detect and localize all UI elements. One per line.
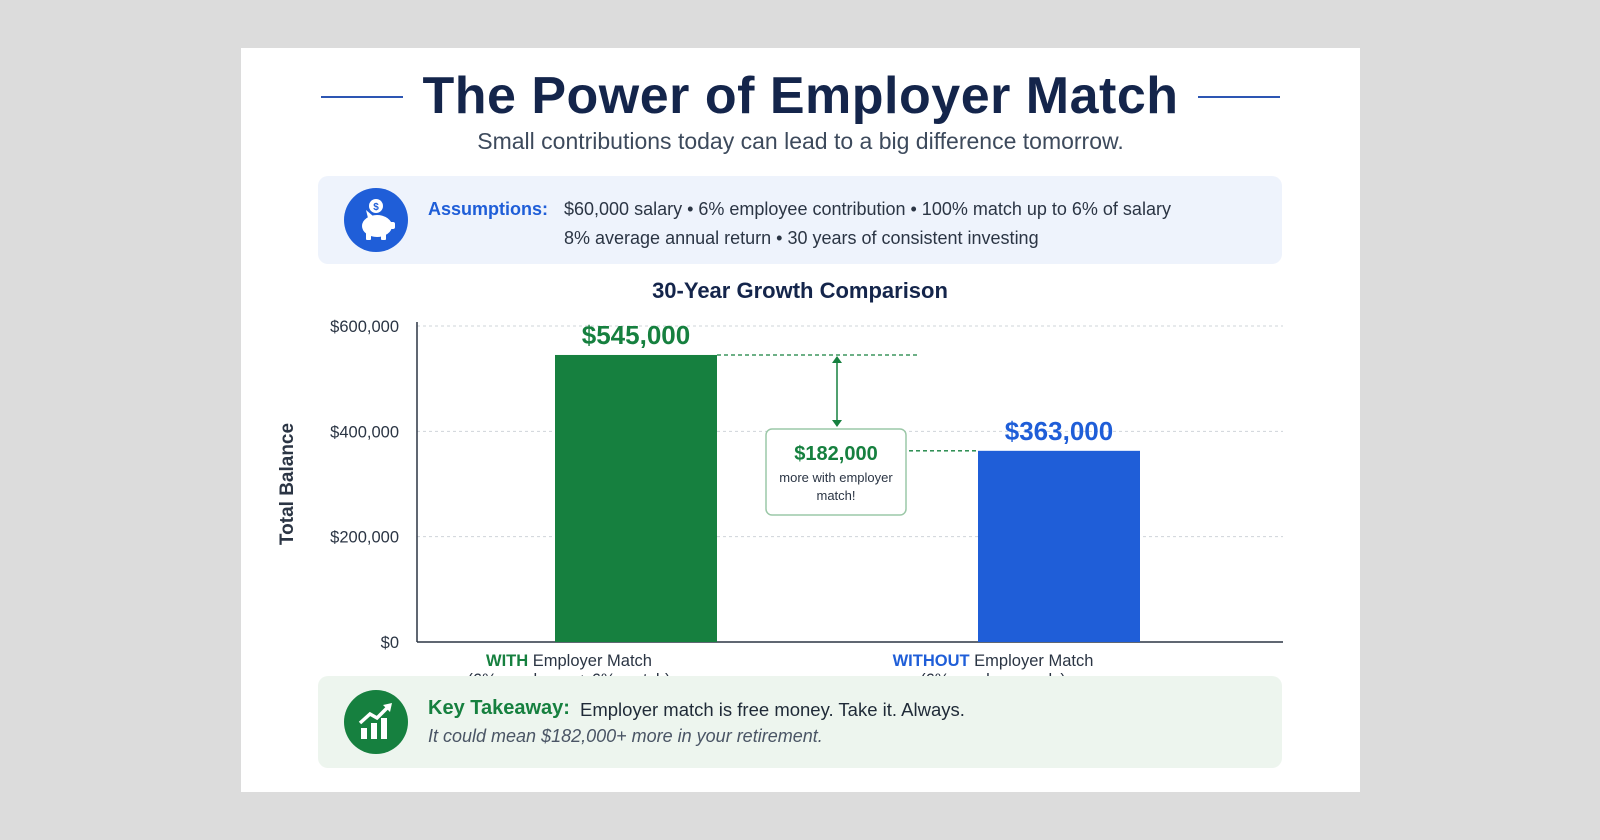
difference-caption-line-1: more with employer [779,470,893,485]
assumptions-line-1: $60,000 salary • 6% employee contributio… [564,199,1171,219]
title-left-rule [321,96,403,98]
difference-callout-box [765,428,907,516]
takeaway-panel: Key Takeaway: Employer match is free mon… [318,676,1282,768]
growth-chart: 30-Year Growth Comparison $0 $200,000 $400,… [241,276,1360,706]
title-right-rule [1198,96,1280,98]
bar-without-match [978,450,1140,642]
assumptions-label: Assumptions: [428,199,549,219]
category-rest-with: Employer Match [528,652,652,670]
piggy-bank-icon: $ [344,188,408,252]
y-tick-label: $400,000 [330,423,399,441]
takeaway-label: Key Takeaway: [428,697,570,719]
growth-chart-icon [344,690,408,754]
difference-caption-line-2: match! [816,488,855,503]
takeaway-subtext: It could mean $182,000+ more in your ret… [428,726,823,746]
takeaway-text: Employer match is free money. Take it. A… [580,699,965,720]
value-label-with: $545,000 [582,320,690,350]
growth-chart-svg: 30-Year Growth Comparison $0 $200,000 $400,… [277,278,1283,652]
page-title: The Power of Employer Match [422,67,1179,125]
page-subtitle: Small contributions today can lead to a … [477,128,1124,154]
y-tick-label: $200,000 [330,529,399,547]
y-tick-label: $0 [381,634,399,652]
category-rest-without: Employer Match [969,652,1094,670]
value-label-without: $363,000 [1005,416,1113,446]
infographic-card: The Power of Employer Match Small contri… [241,48,1360,792]
category-emphasis-with: WITH [486,652,529,670]
y-tick-label: $600,000 [330,318,399,336]
difference-arrow-head-up [832,355,842,363]
svg-text:$: $ [373,202,379,213]
y-axis-title: Total Balance [277,423,298,545]
difference-arrow-head-down [832,420,842,427]
assumptions-panel: $ Assumptions: $60,000 salary • 6% emplo… [318,176,1282,264]
category-emphasis-without: WITHOUT [892,652,970,670]
chart-title: 30-Year Growth Comparison [652,278,948,303]
assumptions-line-2: 8% average annual return • 30 years of c… [564,228,1039,248]
difference-value-label: $182,000 [794,443,877,465]
bar-with-match [555,354,717,642]
